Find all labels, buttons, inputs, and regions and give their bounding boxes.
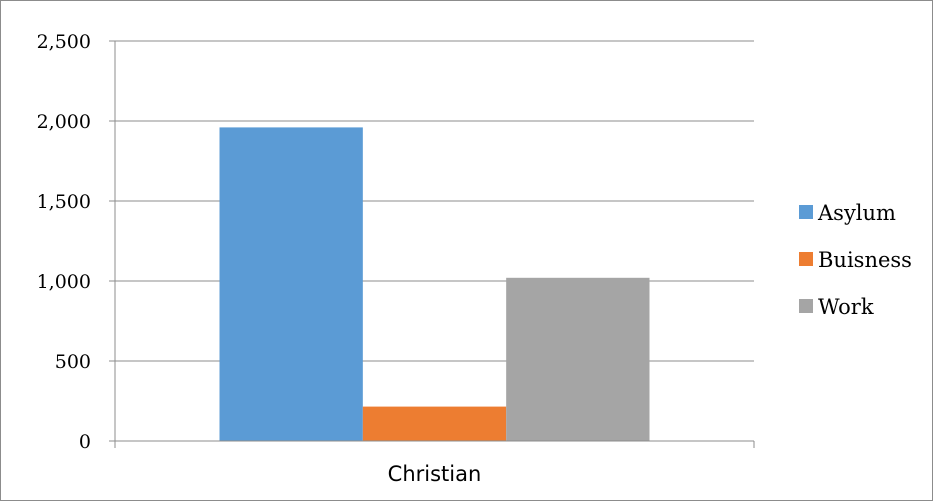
legend-swatch-asylum [799,205,813,219]
y-tick-label: 1,000 [37,271,91,293]
y-tick-label: 0 [79,431,91,453]
legend: Asylum Buisness Work [799,201,912,319]
y-tick-label: 2,500 [37,31,91,53]
legend-label-buisness: Buisness [818,248,912,272]
legend-label-work: Work [818,295,874,319]
bar-buisness [362,406,507,441]
y-tick-label: 500 [55,351,91,373]
y-tick-label: 2,000 [37,111,91,133]
bars [219,127,650,442]
bar-work [506,277,650,441]
x-category-label: Christian [388,462,482,486]
x-axis-category-labels: Christian [388,462,482,486]
bar-asylum [219,127,363,442]
legend-swatch-buisness [799,252,813,266]
axes [109,41,755,448]
y-axis-tick-labels: 0 500 1,000 1,500 2,000 2,500 [37,31,91,453]
gridlines [109,40,754,362]
y-tick-label: 1,500 [37,191,91,213]
legend-label-asylum: Asylum [817,201,896,225]
legend-swatch-work [799,299,813,313]
